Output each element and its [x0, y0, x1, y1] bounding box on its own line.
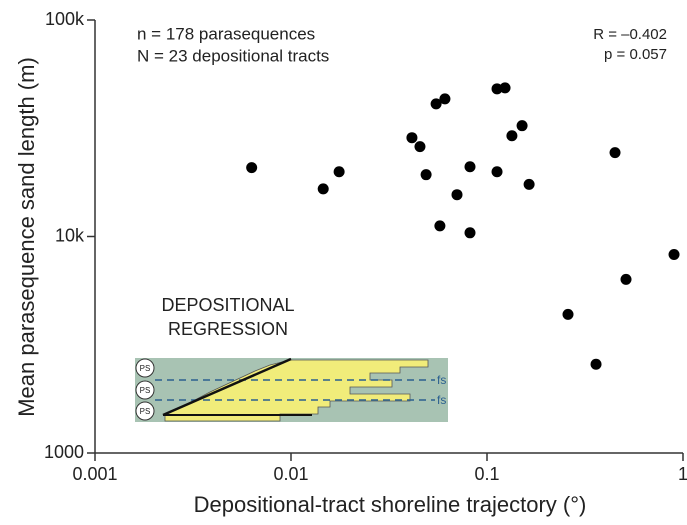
data-point — [414, 141, 426, 153]
data-point — [516, 120, 528, 132]
ps-label: PS — [140, 364, 151, 373]
data-point — [464, 161, 476, 173]
inset-title: REGRESSION — [168, 319, 288, 339]
ps-circle — [135, 401, 155, 421]
data-point — [439, 93, 451, 105]
data-point — [590, 358, 602, 370]
y-tick-label: 10k — [55, 225, 85, 245]
x-tick-label: 0.1 — [474, 464, 499, 484]
data-point — [491, 83, 503, 95]
data-point — [491, 166, 503, 178]
ps-label: PS — [140, 386, 151, 395]
data-point — [420, 169, 432, 181]
inset-sand-body — [164, 359, 429, 422]
fs-label: fs — [437, 373, 446, 387]
data-point — [464, 227, 476, 239]
data-point — [406, 132, 418, 144]
x-tick-label: 0.001 — [72, 464, 117, 484]
data-point — [430, 98, 442, 110]
data-point — [668, 248, 680, 260]
fs-label: fs — [437, 393, 446, 407]
data-point — [562, 308, 574, 320]
y-tick-label: 1000 — [44, 442, 84, 462]
ps-circle — [135, 358, 155, 378]
annotation: R = –0.402 — [593, 26, 667, 43]
y-tick-label: 100k — [45, 9, 85, 29]
data-point — [620, 273, 632, 285]
data-point — [609, 147, 621, 159]
x-axis-label: Depositional-tract shoreline trajectory … — [194, 492, 587, 517]
annotation: N = 23 depositional tracts — [137, 46, 329, 65]
data-point — [246, 162, 258, 174]
inset-title: DEPOSITIONAL — [161, 295, 294, 315]
x-tick-label: 0.01 — [273, 464, 308, 484]
y-axis-label: Mean parasequence sand length (m) — [14, 57, 39, 417]
data-point — [451, 189, 463, 201]
data-point — [506, 130, 518, 142]
data-point — [434, 220, 446, 232]
data-point — [317, 183, 329, 195]
ps-circle — [135, 380, 155, 400]
data-point — [499, 82, 511, 94]
inset-diagram: DEPOSITIONAL REGRESSION fs fs PS PS PS — [135, 295, 448, 422]
ps-label: PS — [140, 407, 151, 416]
trajectory-line — [162, 357, 292, 417]
x-tick-label: 1 — [678, 464, 687, 484]
annotation: n = 178 parasequences — [137, 24, 315, 43]
annotation: p = 0.057 — [604, 46, 667, 63]
data-point — [523, 178, 535, 190]
data-point — [333, 166, 345, 178]
